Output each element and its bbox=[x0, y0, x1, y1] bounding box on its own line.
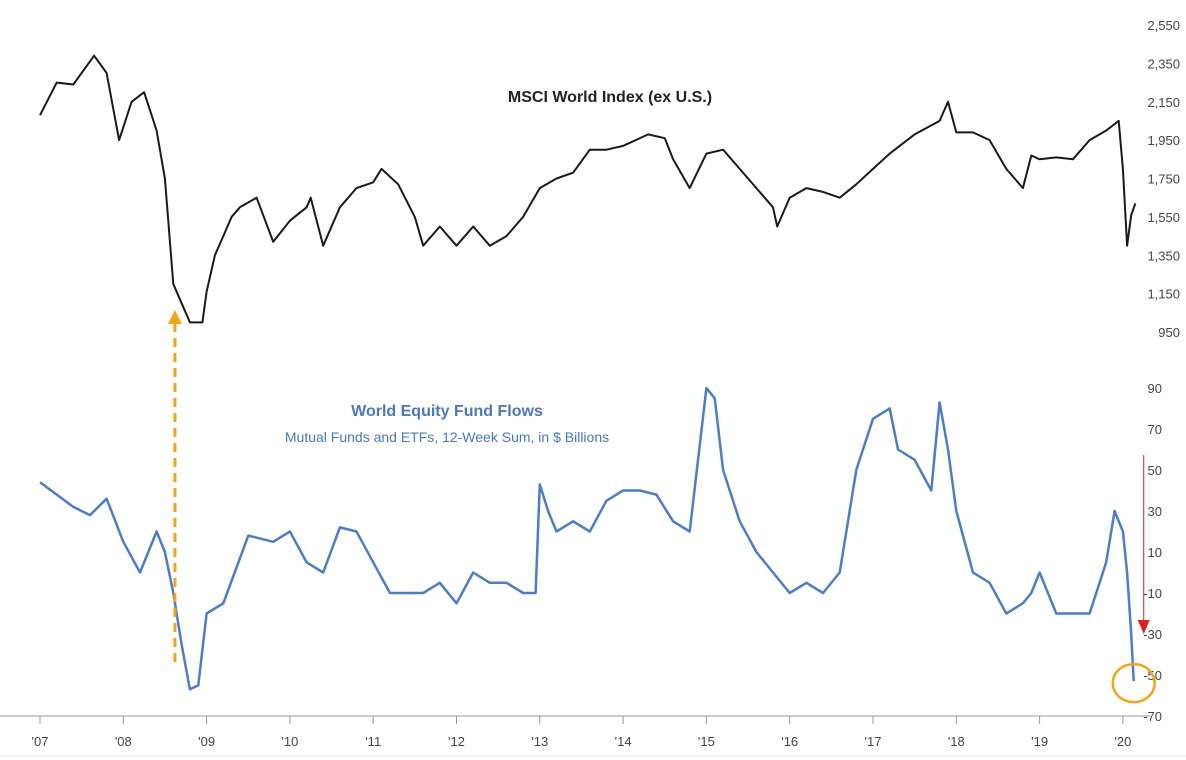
flows-y-tick-label: 70 bbox=[1148, 422, 1162, 437]
x-tick-label: '14 bbox=[615, 734, 632, 749]
flows-y-tick-label: 10 bbox=[1148, 545, 1162, 560]
index-y-tick-label: 1,350 bbox=[1147, 248, 1180, 263]
index-y-tick-label: 2,350 bbox=[1147, 56, 1180, 71]
index-y-ticks: 2,550 2,350 2,150 1,950 1,750 1,550 1,350 1,150… bbox=[1147, 18, 1180, 340]
x-tick-label: '17 bbox=[865, 734, 882, 749]
index-y-tick-label: 1,950 bbox=[1147, 133, 1180, 148]
red-arrow-head bbox=[1137, 620, 1150, 634]
flows-y-tick-label: 50 bbox=[1148, 463, 1162, 478]
x-tick-label: '20 bbox=[1114, 734, 1131, 749]
index-y-tick-label: 1,750 bbox=[1147, 172, 1180, 187]
flows-y-tick-label: -70 bbox=[1143, 709, 1162, 724]
flows-y-tick-label: 30 bbox=[1148, 504, 1162, 519]
flows-y-tick-label: 90 bbox=[1148, 381, 1162, 396]
x-tick-label: '09 bbox=[198, 734, 215, 749]
flows-y-tick-label: -10 bbox=[1143, 586, 1162, 601]
x-tick-label: '12 bbox=[448, 734, 465, 749]
x-tick-label: '07 bbox=[32, 734, 49, 749]
index-y-tick-label: 2,550 bbox=[1147, 18, 1180, 33]
flows-subtitle: Mutual Funds and ETFs, 12-Week Sum, in $… bbox=[285, 429, 609, 445]
dashed-arrow-head bbox=[167, 310, 182, 324]
x-tick-label: '16 bbox=[781, 734, 798, 749]
x-ticks: '07 '08 '09 '10 '11 '12 '13 '14 '15 '16 '17 '18 '19 '… bbox=[32, 716, 1131, 749]
x-tick-label: '18 bbox=[948, 734, 965, 749]
x-tick-label: '13 bbox=[531, 734, 548, 749]
flows-y-tick-label: -30 bbox=[1143, 627, 1162, 642]
index-series-line bbox=[39, 54, 1137, 324]
x-tick-label: '19 bbox=[1031, 734, 1048, 749]
x-tick-label: '15 bbox=[698, 734, 715, 749]
index-y-tick-label: 2,150 bbox=[1147, 95, 1180, 110]
flows-series-line bbox=[39, 386, 1135, 691]
x-tick-label: '11 bbox=[365, 734, 381, 749]
flows-title: World Equity Fund Flows bbox=[351, 403, 543, 420]
index-y-tick-label: 950 bbox=[1158, 325, 1180, 340]
x-tick-label: '08 bbox=[115, 734, 132, 749]
index-y-tick-label: 1,150 bbox=[1147, 287, 1180, 302]
index-y-tick-label: 1,550 bbox=[1147, 210, 1180, 225]
highlight-circle bbox=[1111, 662, 1156, 704]
index-title: MSCI World Index (ex U.S.) bbox=[508, 89, 712, 106]
x-tick-label: '10 bbox=[281, 734, 298, 749]
